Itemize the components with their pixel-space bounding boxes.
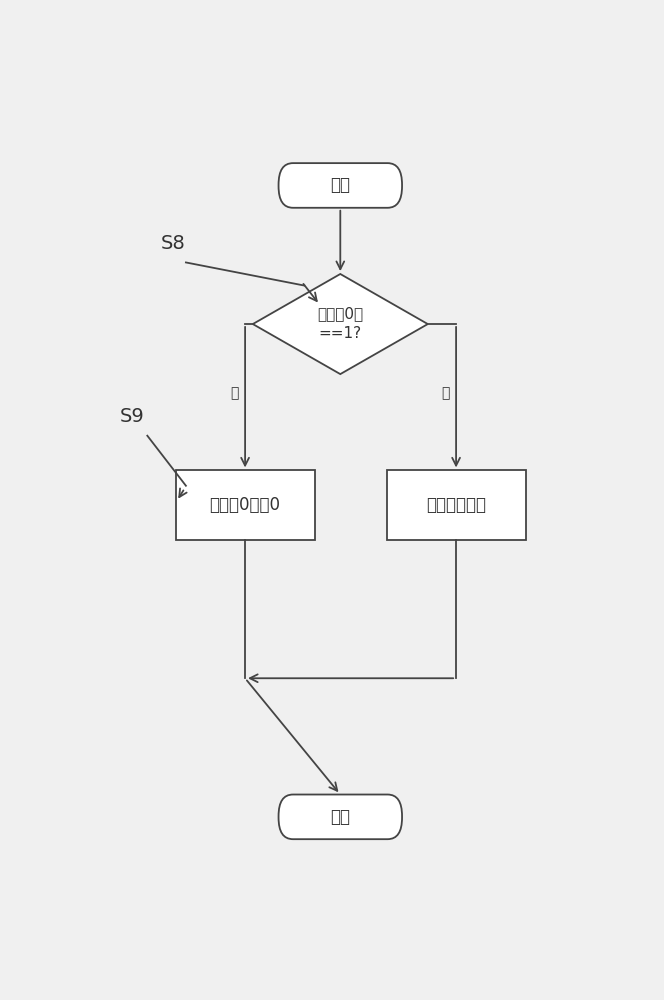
Text: 变量第0位
==1?: 变量第0位 ==1? [317,307,363,341]
Text: 执行其他程序: 执行其他程序 [426,496,486,514]
FancyBboxPatch shape [279,795,402,839]
Bar [386,470,526,540]
Text: 是: 是 [230,386,239,400]
Bar [175,470,315,540]
Text: 变量第0位清0: 变量第0位清0 [210,496,281,514]
Text: 否: 否 [442,386,450,400]
Text: S9: S9 [120,407,144,426]
Text: S8: S8 [161,234,185,253]
Polygon shape [253,274,428,374]
FancyBboxPatch shape [279,163,402,208]
Text: 开始: 开始 [330,176,351,194]
Text: 结束: 结束 [330,808,351,826]
